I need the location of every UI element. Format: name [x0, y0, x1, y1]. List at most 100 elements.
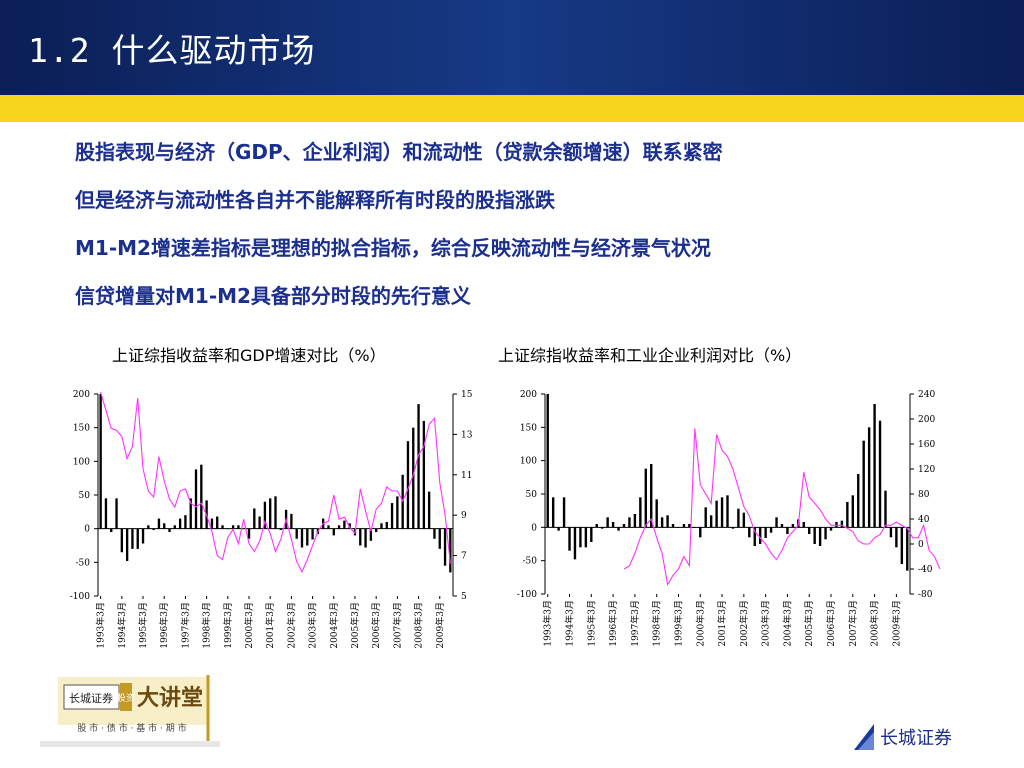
bar	[152, 528, 155, 531]
bar	[573, 527, 577, 560]
x-tick-label: 2003年3月	[307, 602, 319, 649]
x-tick-label: 2008年3月	[413, 602, 425, 649]
bar	[274, 496, 277, 529]
bar	[715, 500, 718, 528]
bar	[829, 527, 833, 531]
bar	[551, 497, 555, 528]
bar	[364, 528, 367, 548]
bar	[337, 525, 341, 529]
bar	[200, 464, 203, 529]
left-tick-label: -100	[517, 590, 537, 600]
right-tick-label: 0	[918, 540, 924, 550]
bar	[677, 527, 680, 528]
x-tick-label: 2007年3月	[847, 600, 859, 647]
bar	[780, 524, 784, 528]
bar	[628, 517, 631, 528]
series-line	[100, 391, 451, 574]
bar	[332, 528, 335, 536]
bar	[163, 523, 166, 529]
bar	[110, 528, 113, 533]
x-tick-label: 1994年3月	[564, 600, 576, 647]
x-tick-label: 2000年3月	[243, 602, 255, 649]
left-tick-label: 150	[73, 424, 90, 434]
bar	[237, 525, 240, 529]
left-tick-label: 100	[520, 457, 537, 467]
bar	[178, 518, 182, 529]
x-tick-label: 2002年3月	[285, 602, 297, 649]
slide-header: 1.2 什么驱动市场	[0, 0, 1024, 95]
bar	[247, 528, 251, 539]
bar	[194, 469, 198, 529]
bar	[895, 527, 898, 548]
bar	[147, 525, 150, 529]
bar	[878, 420, 882, 528]
right-tick-label: -80	[918, 590, 933, 600]
bar	[568, 527, 571, 551]
right-tick-label: 120	[918, 465, 935, 475]
bar	[655, 499, 658, 528]
bar	[125, 528, 129, 561]
bar	[873, 404, 876, 528]
right-tick-label: 5	[461, 592, 467, 602]
left-tick-label: -100	[70, 592, 90, 602]
bar	[189, 498, 192, 529]
x-tick-label: 2000年3月	[694, 600, 706, 647]
x-tick-label: 1998年3月	[651, 600, 663, 647]
bar	[369, 528, 373, 541]
header-accent-bar	[0, 95, 1024, 122]
x-tick-label: 1994年3月	[116, 602, 128, 649]
bar	[590, 527, 593, 542]
x-tick-label: 2006年3月	[370, 602, 382, 649]
bar	[650, 464, 653, 528]
bar	[253, 508, 256, 529]
bar	[184, 515, 187, 529]
bar	[748, 527, 751, 538]
bar	[216, 516, 219, 529]
bar	[359, 528, 362, 546]
bar	[884, 490, 887, 528]
left-tick-label: -50	[523, 557, 538, 567]
chart-gdp: 200 150 100 50 0 -50 -100 15 13 11 9 7 5 1993年3月 1994年…	[70, 390, 473, 649]
company-logo: 长城证券	[852, 722, 972, 752]
bar	[699, 527, 702, 538]
bar	[660, 517, 664, 528]
left-brand-mark: 长城证券	[69, 691, 113, 705]
bar	[704, 507, 707, 528]
bar	[306, 528, 309, 546]
left-tick-label: 100	[73, 457, 90, 467]
bar	[327, 525, 330, 529]
bar	[348, 523, 351, 529]
bar	[666, 515, 669, 528]
bar	[644, 468, 647, 528]
bar	[862, 440, 865, 528]
right-tick-label: -40	[918, 565, 933, 575]
bar	[99, 394, 102, 529]
x-tick-label: 1998年3月	[201, 602, 213, 649]
right-tick-label: 200	[918, 415, 935, 425]
bar	[742, 512, 746, 528]
bar	[269, 498, 272, 529]
bar	[557, 527, 560, 531]
bar	[433, 528, 436, 539]
bar	[579, 527, 582, 548]
bar	[258, 516, 261, 529]
bar	[221, 525, 224, 529]
x-tick-label: 1996年3月	[158, 602, 170, 649]
bar	[390, 503, 394, 529]
x-tick-label: 2009年3月	[890, 600, 902, 647]
bar	[584, 527, 588, 548]
x-tick-label: 1996年3月	[607, 600, 619, 647]
bar	[375, 528, 378, 533]
bar	[115, 498, 118, 529]
bar	[131, 528, 134, 549]
left-tick-label: 200	[520, 390, 537, 400]
bar	[449, 528, 452, 573]
bar	[562, 497, 566, 528]
x-tick-label: 1995年3月	[137, 602, 149, 649]
bar	[300, 528, 304, 548]
x-tick-label: 1995年3月	[585, 600, 597, 647]
bar	[808, 527, 811, 534]
x-tick-label: 1999年3月	[222, 602, 234, 649]
bar	[758, 527, 762, 544]
bar	[173, 525, 176, 529]
